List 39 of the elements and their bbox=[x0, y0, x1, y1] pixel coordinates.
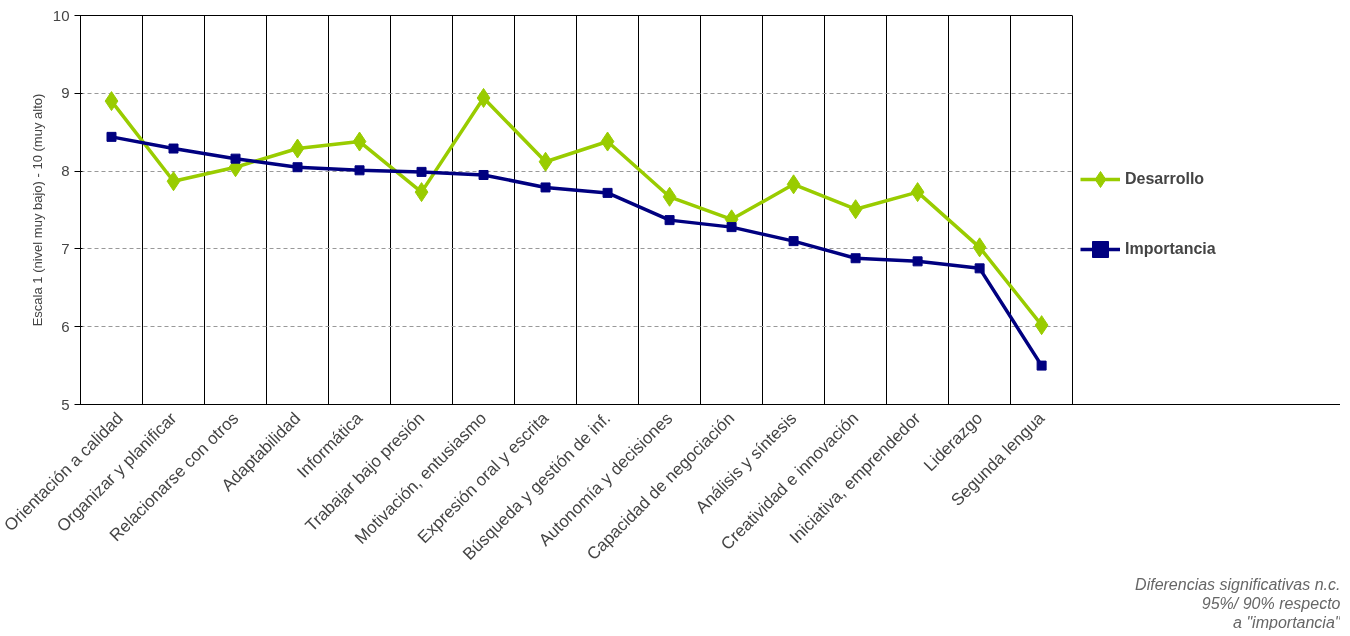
point bbox=[538, 151, 553, 172]
y-axis-title: Escala 1 (nivel muy bajo) - 10 (muy alto) bbox=[29, 93, 45, 327]
point bbox=[602, 187, 613, 198]
point bbox=[786, 174, 801, 195]
point bbox=[788, 236, 799, 247]
point bbox=[476, 87, 491, 108]
point bbox=[600, 131, 615, 152]
point bbox=[478, 169, 489, 180]
point bbox=[354, 165, 365, 176]
point bbox=[540, 182, 551, 193]
y-tick-label: 5 bbox=[61, 395, 70, 413]
y-tick-label: 7 bbox=[61, 239, 70, 257]
point bbox=[106, 131, 117, 142]
point bbox=[1034, 315, 1049, 336]
y-tick-label: 6 bbox=[61, 317, 70, 335]
point bbox=[662, 186, 677, 207]
point bbox=[1036, 360, 1047, 371]
point bbox=[416, 166, 427, 177]
point bbox=[168, 143, 179, 154]
legend-label: Desarrollo bbox=[1125, 169, 1205, 189]
point bbox=[912, 256, 923, 267]
y-tick-label: 8 bbox=[61, 162, 70, 180]
point bbox=[414, 182, 429, 203]
point bbox=[726, 222, 737, 233]
point bbox=[848, 199, 863, 220]
point bbox=[352, 131, 367, 152]
point bbox=[290, 138, 305, 159]
point bbox=[664, 215, 675, 226]
point bbox=[910, 182, 925, 203]
point bbox=[230, 153, 241, 164]
legend-label: Importancia bbox=[1125, 239, 1216, 259]
point bbox=[166, 171, 181, 192]
point bbox=[104, 91, 119, 112]
point bbox=[972, 237, 987, 258]
y-tick-label: 9 bbox=[61, 84, 70, 102]
point bbox=[974, 263, 985, 274]
y-tick-label: 10 bbox=[52, 6, 70, 24]
point bbox=[292, 162, 303, 173]
point bbox=[850, 253, 861, 264]
